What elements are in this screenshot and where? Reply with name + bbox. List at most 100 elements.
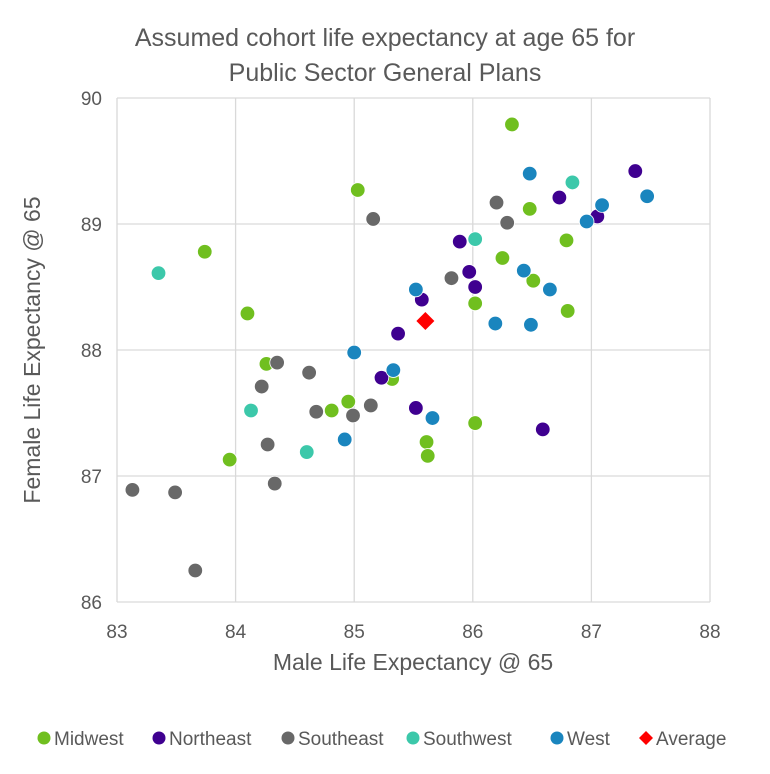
y-tick-label: 88: [81, 341, 102, 362]
legend-label: Midwest: [54, 729, 124, 750]
data-point-northeast: [535, 421, 551, 438]
chart-title-line-2: Public Sector General Plans: [229, 59, 542, 87]
legend-item-southwest: Southwest: [406, 729, 512, 750]
x-tick-label: 83: [106, 622, 127, 643]
data-point-northeast: [373, 370, 390, 386]
data-point-southeast: [499, 215, 515, 231]
x-tick-label: 88: [699, 622, 720, 643]
data-point-midwest: [197, 244, 213, 260]
data-point-midwest: [467, 415, 483, 431]
gridlines: [116, 97, 711, 603]
data-point-northeast: [551, 189, 568, 206]
legend-label: Southwest: [423, 729, 512, 750]
y-tick-labels: 86 87 88 89 90: [81, 89, 102, 614]
data-point-southeast: [443, 270, 460, 286]
legend: Midwest Northeast Southeast Southwest West Av…: [37, 729, 726, 750]
data-point-northeast: [461, 264, 477, 280]
x-tick-label: 85: [344, 622, 365, 643]
y-axis-title: Female Life Expectancy @ 65: [19, 196, 45, 503]
data-point-southwest: [467, 231, 483, 247]
data-point-southeast: [488, 194, 505, 211]
data-point-west: [516, 262, 532, 279]
data-point-midwest: [239, 305, 256, 322]
data-point-southwest: [564, 174, 581, 191]
data-point-northeast: [627, 163, 643, 179]
data-point-midwest: [467, 295, 483, 312]
y-tick-label: 89: [81, 215, 102, 236]
x-tick-label: 87: [581, 622, 602, 643]
data-point-midwest: [418, 434, 435, 450]
legend-label: Southeast: [298, 729, 384, 750]
series-average: [416, 312, 435, 331]
legend-label: West: [567, 729, 611, 750]
data-point-southeast: [259, 436, 276, 453]
legend-label: Average: [656, 729, 726, 750]
x-tick-label: 84: [225, 622, 247, 643]
x-tick-label: 86: [462, 622, 483, 643]
x-axis-title: Male Life Expectancy @ 65: [273, 649, 553, 675]
data-point-southeast: [167, 484, 183, 501]
data-point-midwest: [558, 232, 575, 249]
data-point-southeast: [124, 482, 141, 498]
data-point-west: [408, 281, 424, 298]
data-point-southeast: [301, 364, 317, 381]
data-point-northeast: [390, 325, 406, 342]
legend-label: Northeast: [169, 729, 252, 750]
y-tick-label: 87: [81, 467, 102, 488]
data-point-southeast: [187, 562, 203, 579]
legend-marker: [281, 731, 295, 745]
data-point-midwest: [350, 182, 366, 198]
data-point-midwest: [504, 116, 520, 133]
data-point-west: [522, 165, 538, 182]
data-point-southeast: [269, 354, 285, 371]
data-point-midwest: [221, 451, 238, 468]
data-point-midwest: [420, 448, 436, 464]
legend-marker: [406, 731, 420, 745]
legend-item-northeast: Northeast: [152, 729, 252, 750]
data-point-west: [542, 281, 558, 298]
data-point-northeast: [467, 279, 483, 295]
data-point-average: [416, 312, 435, 331]
y-tick-label: 90: [81, 89, 102, 110]
data-point-west: [578, 213, 595, 230]
data-point-southeast: [345, 407, 361, 424]
data-point-southwest: [299, 444, 315, 460]
legend-item-average: Average: [639, 729, 726, 750]
data-point-midwest: [494, 250, 511, 266]
data-point-southwest: [243, 402, 259, 419]
data-point-southeast: [365, 211, 381, 227]
legend-marker: [550, 731, 564, 745]
data-point-west: [523, 317, 539, 333]
chart-title-line-1: Assumed cohort life expectancy at age 65…: [135, 24, 635, 52]
data-point-west: [424, 410, 441, 426]
legend-item-west: West: [550, 729, 611, 750]
data-point-southeast: [363, 397, 379, 414]
series-southeast: [124, 194, 515, 579]
data-point-midwest: [340, 393, 356, 410]
legend-item-southeast: Southeast: [281, 729, 384, 750]
y-tick-label: 86: [81, 593, 102, 614]
x-tick-labels: 83 84 85 86 87 88: [106, 622, 720, 643]
data-point-midwest: [522, 201, 538, 217]
data-points: [124, 116, 655, 579]
legend-marker: [152, 731, 166, 745]
data-point-west: [385, 362, 402, 378]
series-west: [337, 165, 655, 448]
data-point-southeast: [308, 404, 324, 420]
data-point-southwest: [150, 265, 167, 281]
data-point-midwest: [559, 303, 576, 319]
data-point-west: [337, 431, 353, 448]
series-southwest: [150, 174, 581, 460]
data-point-west: [346, 344, 362, 361]
data-point-southeast: [267, 475, 283, 492]
legend-marker: [37, 731, 51, 745]
legend-item-midwest: Midwest: [37, 729, 124, 750]
data-point-midwest: [323, 402, 340, 419]
data-point-west: [639, 188, 655, 204]
data-point-northeast: [408, 400, 424, 416]
data-point-midwest: [525, 273, 541, 289]
data-point-west: [487, 315, 504, 332]
data-point-northeast: [452, 233, 468, 250]
data-point-west: [594, 197, 610, 213]
